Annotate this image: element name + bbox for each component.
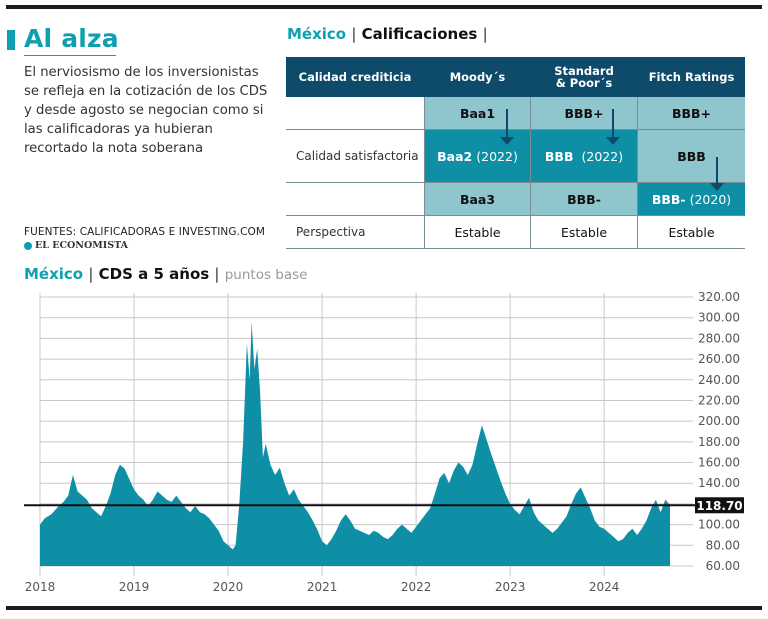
y-tick-label: 240.00 bbox=[698, 373, 740, 387]
header-sp: Standard & Poor´s bbox=[531, 57, 638, 97]
reference-badge bbox=[695, 497, 744, 514]
outlook-label: Perspectiva bbox=[286, 216, 425, 249]
moodys-baa3: Baa3 bbox=[425, 183, 531, 216]
fitch-bbb-minus-current: BBB- (2020) bbox=[638, 183, 745, 216]
brand-name: EL ECONOMISTA bbox=[35, 240, 129, 251]
y-tick-label: 200.00 bbox=[698, 414, 740, 428]
moodys-baa1: Baa1 bbox=[425, 97, 531, 130]
x-tick-label: 2020 bbox=[213, 580, 244, 594]
ratings-title-main: Calificaciones bbox=[361, 25, 478, 43]
brand-logo-icon bbox=[24, 241, 32, 250]
header-moodys: Moody´s bbox=[425, 57, 531, 97]
row2-label: Calidad satisfactoria bbox=[286, 130, 425, 183]
x-tick-label: 2019 bbox=[119, 580, 150, 594]
fitch-downgrade-arrow-icon bbox=[710, 157, 724, 191]
x-tick-label: 2024 bbox=[589, 580, 620, 594]
y-tick-label: 260.00 bbox=[698, 352, 740, 366]
ratings-title: México | Calificaciones | bbox=[287, 25, 488, 43]
x-tick-label: 2022 bbox=[401, 580, 432, 594]
chart-title-main: CDS a 5 años bbox=[98, 265, 210, 283]
y-tick-label: 80.00 bbox=[706, 538, 740, 552]
y-tick-label: 220.00 bbox=[698, 393, 740, 407]
y-tick-label: 60.00 bbox=[706, 559, 740, 573]
chart-title-country: México bbox=[24, 265, 84, 283]
cds-area-series bbox=[40, 321, 670, 566]
y-tick-label: 140.00 bbox=[698, 476, 740, 490]
reference-label: 118.70 bbox=[696, 499, 742, 513]
sp-bbb-current: BBB (2022) bbox=[531, 130, 638, 183]
row3-label bbox=[286, 183, 425, 216]
chart-title-sep: | bbox=[88, 265, 94, 283]
moodys-downgrade-arrow-icon bbox=[500, 109, 514, 145]
headline-marker bbox=[7, 30, 15, 50]
top-rule bbox=[6, 5, 762, 9]
y-tick-label: 180.00 bbox=[698, 435, 740, 449]
y-tick-label: 300.00 bbox=[698, 311, 740, 325]
y-tick-label: 280.00 bbox=[698, 331, 740, 345]
chart-title-sep2: | bbox=[214, 265, 220, 283]
x-tick-label: 2023 bbox=[495, 580, 526, 594]
row1-label bbox=[286, 97, 425, 130]
ratings-table: Calidad crediticia Moody´s Standard & Po… bbox=[286, 57, 745, 249]
header-fitch: Fitch Ratings bbox=[638, 57, 745, 97]
sources-note: FUENTES: CALIFICADORAS E INVESTING.COM bbox=[24, 226, 266, 238]
header-quality: Calidad crediticia bbox=[286, 57, 425, 97]
headline: Al alza bbox=[24, 24, 119, 53]
y-tick-label: 100.00 bbox=[698, 518, 740, 532]
moodys-outlook: Estable bbox=[425, 216, 531, 249]
fitch-bbb-minus: BBB- bbox=[651, 191, 686, 207]
brand: EL ECONOMISTA bbox=[24, 240, 128, 251]
moodys-baa2: Baa2 bbox=[437, 148, 473, 164]
sp-bbb: BBB bbox=[544, 148, 574, 164]
ratings-title-country: México bbox=[287, 25, 347, 43]
intro-text: El nerviosismo de los inversionistas se … bbox=[24, 65, 268, 156]
headline-underline bbox=[24, 55, 116, 56]
bottom-rule bbox=[6, 606, 762, 610]
fitch-bbb-minus-year: (2020) bbox=[689, 191, 732, 207]
moodys-baa2-year: (2022) bbox=[476, 148, 518, 164]
sp-bbb-year: (2022) bbox=[581, 148, 624, 164]
sp-downgrade-arrow-icon bbox=[606, 109, 620, 145]
fitch-bbb: BBB bbox=[638, 130, 745, 183]
x-tick-label: 2021 bbox=[307, 580, 338, 594]
chart-title: México | CDS a 5 años | puntos base bbox=[24, 265, 307, 283]
sp-outlook: Estable bbox=[531, 216, 638, 249]
ratings-title-sep: | bbox=[351, 25, 357, 43]
x-tick-label: 2018 bbox=[25, 580, 56, 594]
y-tick-label: 320.00 bbox=[698, 290, 740, 304]
fitch-bbb-plus: BBB+ bbox=[638, 97, 745, 130]
y-tick-label: 160.00 bbox=[698, 456, 740, 470]
sp-bbb-plus: BBB+ bbox=[531, 97, 638, 130]
chart-title-unit: puntos base bbox=[224, 267, 308, 283]
sp-bbb-minus: BBB- bbox=[531, 183, 638, 216]
fitch-outlook: Estable bbox=[638, 216, 745, 249]
ratings-title-end: | bbox=[482, 25, 488, 43]
